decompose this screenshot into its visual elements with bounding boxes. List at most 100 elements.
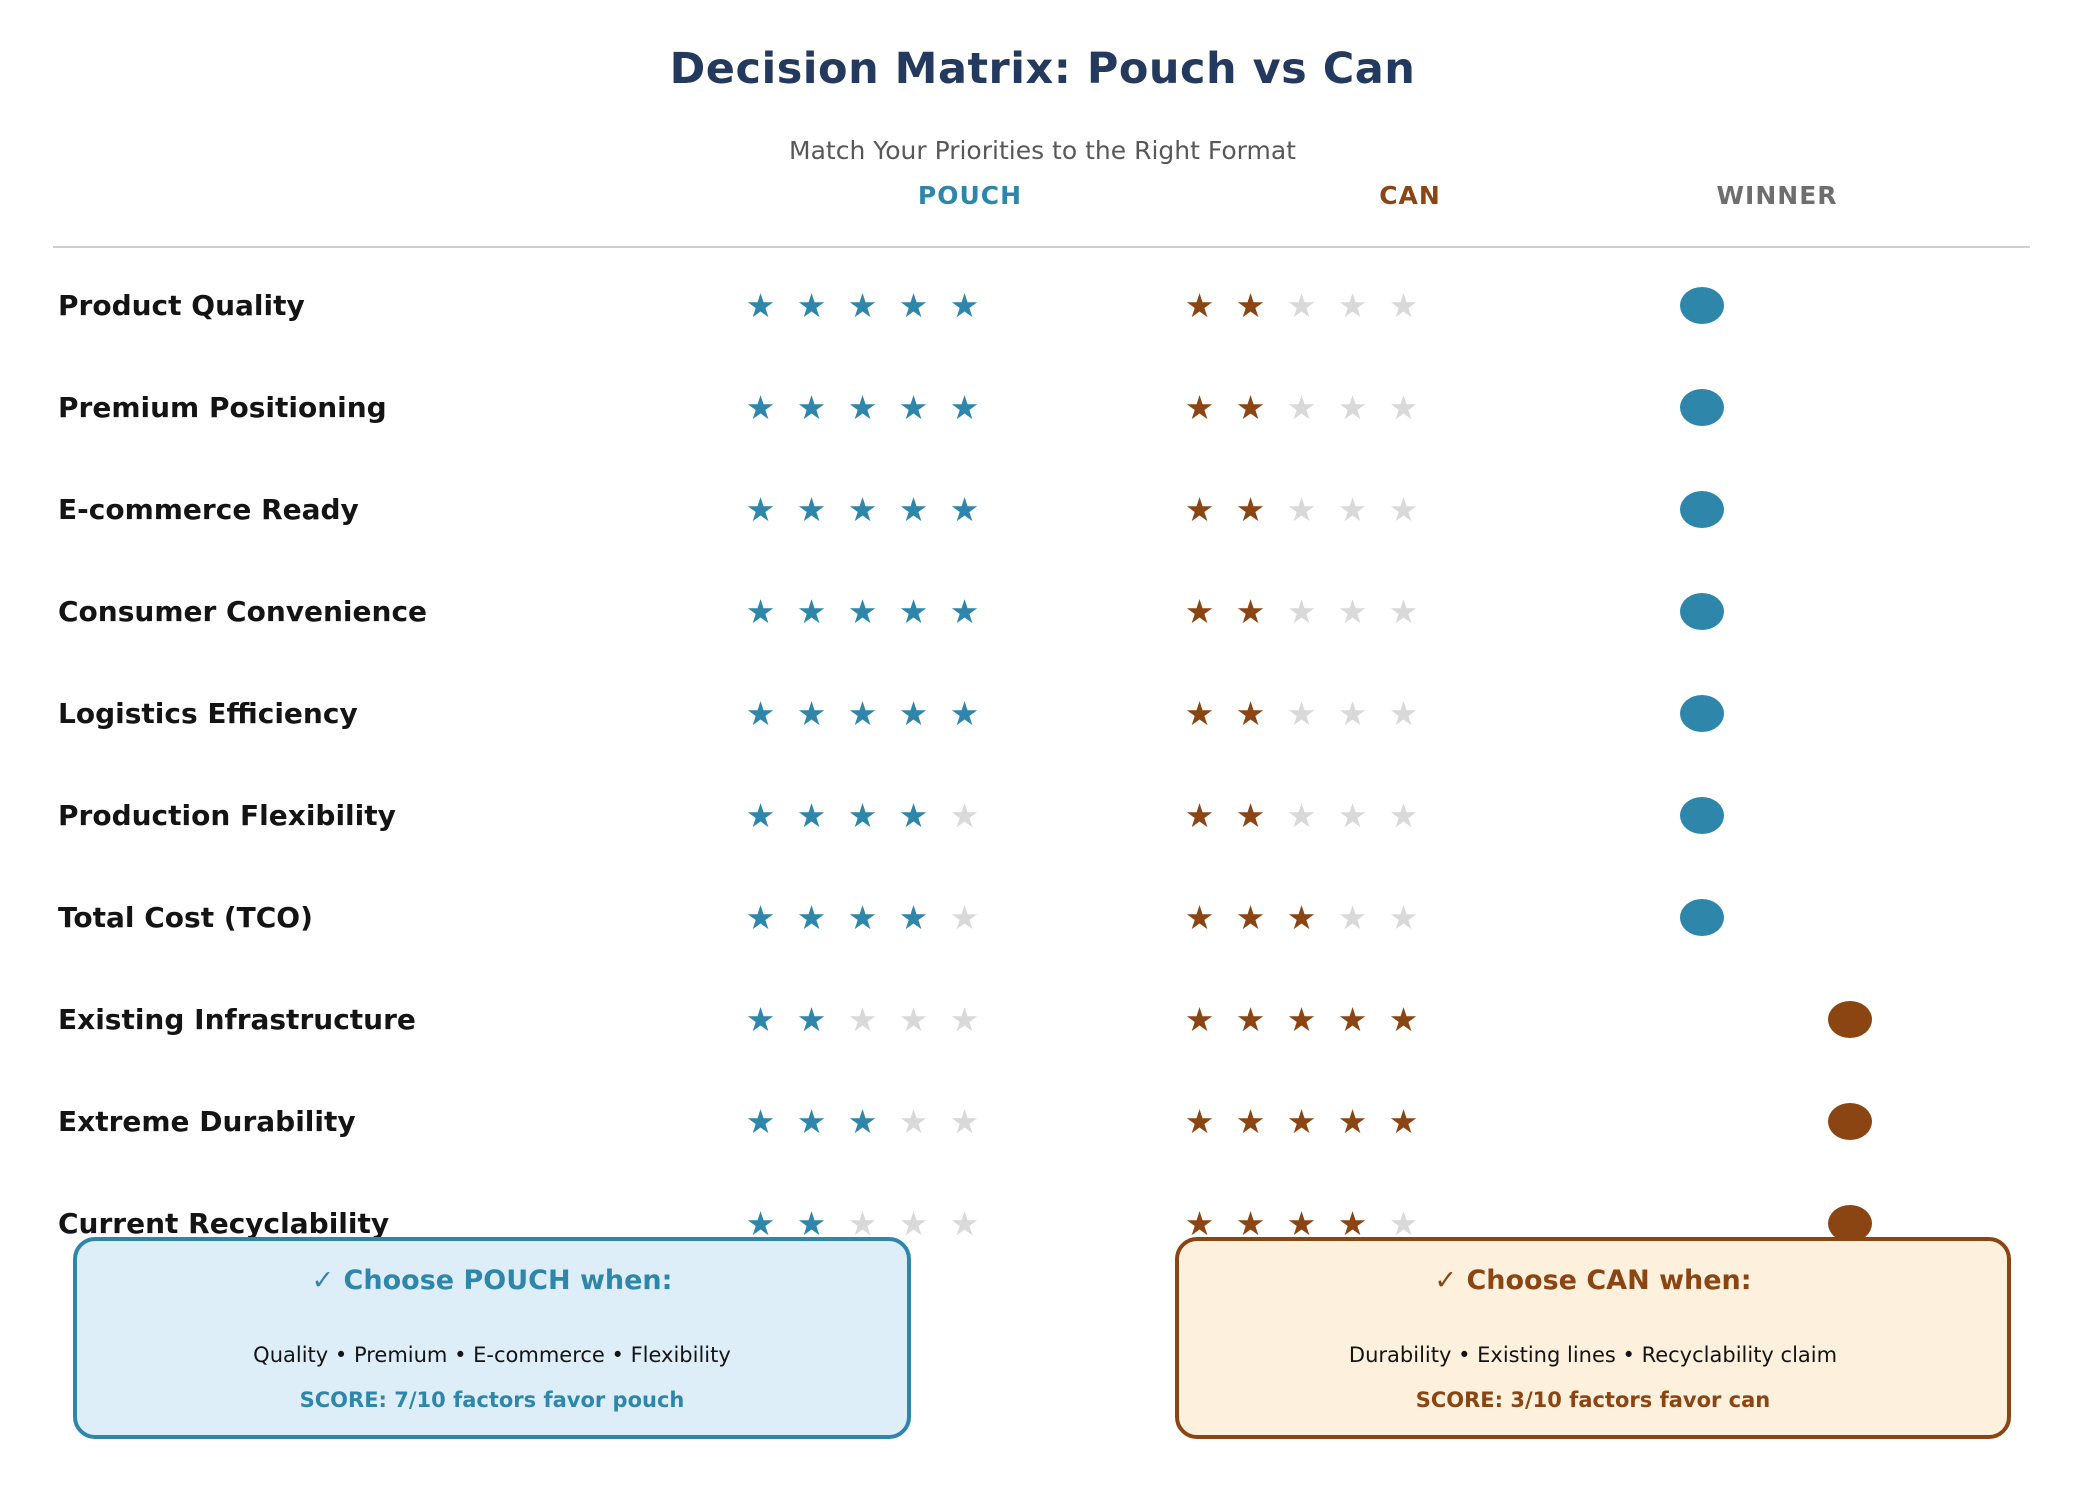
callout-pouch: ✓ Choose POUCH when: Quality • Premium •…: [73, 1237, 911, 1439]
star-icon: ★: [1184, 1101, 1215, 1141]
callout-can-score: SCORE: 3/10 factors favor can: [1415, 1388, 1771, 1412]
can-rating: ★ ★ ★ ★ ★: [1174, 560, 1429, 662]
star-icon: ★: [1388, 999, 1419, 1039]
star-icon: ★: [847, 1203, 878, 1243]
star-icon: ★: [1235, 1203, 1266, 1243]
matrix-row: Premium Positioning ★ ★ ★ ★ ★ ★ ★ ★ ★ ★: [0, 356, 2085, 458]
star-icon: ★: [898, 591, 929, 631]
callout-pouch-score: SCORE: 7/10 factors favor pouch: [299, 1388, 685, 1412]
star-icon: ★: [1337, 897, 1368, 937]
star-icon: ★: [1337, 489, 1368, 529]
star-icon: ★: [1388, 795, 1419, 835]
matrix-row: Current Recyclability ★ ★ ★ ★ ★ ★ ★ ★ ★ ★: [0, 1172, 2085, 1274]
star-icon: ★: [796, 693, 827, 733]
star-icon: ★: [847, 693, 878, 733]
matrix-row: Production Flexibility ★ ★ ★ ★ ★ ★ ★ ★ ★ ★: [0, 764, 2085, 866]
matrix-row: E-commerce Ready ★ ★ ★ ★ ★ ★ ★ ★ ★ ★: [0, 458, 2085, 560]
can-rating: ★ ★ ★ ★ ★: [1174, 1172, 1429, 1274]
star-icon: ★: [745, 897, 776, 937]
star-icon: ★: [949, 489, 980, 529]
page-title: Decision Matrix: Pouch vs Can: [669, 44, 1416, 94]
row-label: Existing Infrastructure: [58, 1002, 416, 1036]
star-icon: ★: [745, 795, 776, 835]
can-rating: ★ ★ ★ ★ ★: [1174, 1070, 1429, 1172]
star-icon: ★: [1184, 387, 1215, 427]
pouch-rating: ★ ★ ★ ★ ★: [735, 254, 990, 356]
winner-dot-pouch: [1680, 593, 1724, 630]
star-icon: ★: [1235, 387, 1266, 427]
star-icon: ★: [745, 489, 776, 529]
star-icon: ★: [847, 897, 878, 937]
winner-dot-pouch: [1680, 797, 1724, 834]
star-icon: ★: [1286, 999, 1317, 1039]
star-icon: ★: [898, 999, 929, 1039]
star-icon: ★: [898, 285, 929, 325]
star-icon: ★: [1337, 285, 1368, 325]
star-icon: ★: [1286, 285, 1317, 325]
callout-can-criteria: Durability • Existing lines • Recyclabil…: [1348, 1343, 1838, 1367]
star-icon: ★: [847, 795, 878, 835]
star-icon: ★: [949, 693, 980, 733]
matrix-row: Logistics Efficiency ★ ★ ★ ★ ★ ★ ★ ★ ★ ★: [0, 662, 2085, 764]
row-label: Logistics Efficiency: [58, 696, 358, 730]
star-icon: ★: [1337, 591, 1368, 631]
star-icon: ★: [949, 999, 980, 1039]
row-label: Premium Positioning: [58, 390, 387, 424]
star-icon: ★: [898, 897, 929, 937]
star-icon: ★: [1235, 897, 1266, 937]
star-icon: ★: [847, 489, 878, 529]
star-icon: ★: [745, 999, 776, 1039]
column-header-pouch: POUCH: [917, 181, 1023, 210]
star-icon: ★: [1388, 1203, 1419, 1243]
winner-dot-can: [1828, 1205, 1872, 1242]
star-icon: ★: [1337, 693, 1368, 733]
star-icon: ★: [898, 489, 929, 529]
star-icon: ★: [1235, 1101, 1266, 1141]
star-icon: ★: [1388, 285, 1419, 325]
star-icon: ★: [1184, 897, 1215, 937]
star-icon: ★: [1337, 795, 1368, 835]
can-rating: ★ ★ ★ ★ ★: [1174, 356, 1429, 458]
star-icon: ★: [796, 897, 827, 937]
callout-can-title: ✓ Choose CAN when:: [1434, 1265, 1752, 1296]
star-icon: ★: [1286, 795, 1317, 835]
star-icon: ★: [1388, 897, 1419, 937]
winner-dot-pouch: [1680, 695, 1724, 732]
star-icon: ★: [745, 1203, 776, 1243]
star-icon: ★: [1388, 693, 1419, 733]
can-rating: ★ ★ ★ ★ ★: [1174, 764, 1429, 866]
star-icon: ★: [796, 285, 827, 325]
star-icon: ★: [1286, 387, 1317, 427]
star-icon: ★: [1388, 387, 1419, 427]
star-icon: ★: [1286, 1101, 1317, 1141]
pouch-rating: ★ ★ ★ ★ ★: [735, 560, 990, 662]
star-icon: ★: [1235, 795, 1266, 835]
can-rating: ★ ★ ★ ★ ★: [1174, 662, 1429, 764]
star-icon: ★: [796, 1203, 827, 1243]
matrix-row: Product Quality ★ ★ ★ ★ ★ ★ ★ ★ ★ ★: [0, 254, 2085, 356]
star-icon: ★: [898, 693, 929, 733]
star-icon: ★: [1388, 591, 1419, 631]
star-icon: ★: [847, 387, 878, 427]
star-icon: ★: [796, 489, 827, 529]
star-icon: ★: [949, 1203, 980, 1243]
star-icon: ★: [898, 795, 929, 835]
pouch-rating: ★ ★ ★ ★ ★: [735, 1070, 990, 1172]
matrix-row: Total Cost (TCO) ★ ★ ★ ★ ★ ★ ★ ★ ★ ★: [0, 866, 2085, 968]
page-subtitle: Match Your Priorities to the Right Forma…: [789, 136, 1296, 165]
star-icon: ★: [949, 387, 980, 427]
star-icon: ★: [1184, 591, 1215, 631]
star-icon: ★: [1235, 591, 1266, 631]
winner-dot-pouch: [1680, 389, 1724, 426]
star-icon: ★: [796, 387, 827, 427]
star-icon: ★: [745, 1101, 776, 1141]
row-label: Current Recyclability: [58, 1206, 390, 1240]
star-icon: ★: [1337, 1203, 1368, 1243]
matrix-row: Existing Infrastructure ★ ★ ★ ★ ★ ★ ★ ★ ★ ★: [0, 968, 2085, 1070]
star-icon: ★: [745, 387, 776, 427]
can-rating: ★ ★ ★ ★ ★: [1174, 254, 1429, 356]
star-icon: ★: [847, 1101, 878, 1141]
star-icon: ★: [949, 897, 980, 937]
pouch-rating: ★ ★ ★ ★ ★: [735, 866, 990, 968]
